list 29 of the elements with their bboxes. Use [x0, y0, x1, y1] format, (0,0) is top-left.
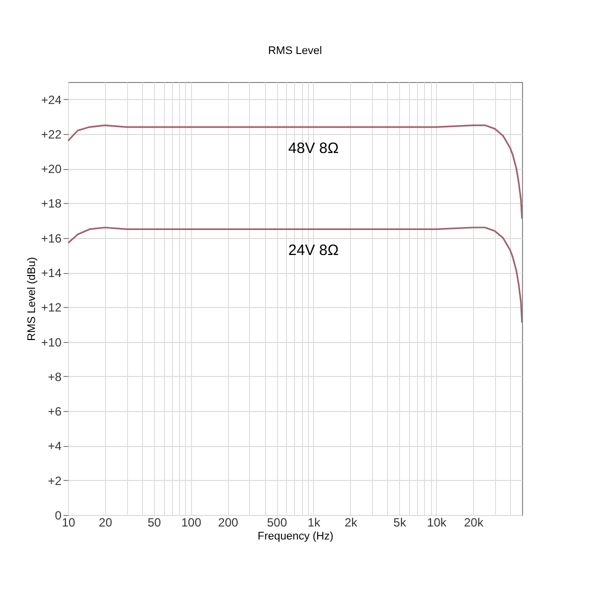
x-tick-label: 100: [181, 516, 202, 530]
x-tick-label: 20k: [464, 516, 484, 530]
x-tick-label: 2k: [344, 516, 358, 530]
y-tick-label: +14: [41, 266, 62, 280]
x-tick-label: 10k: [427, 516, 448, 530]
y-tick-label: +22: [41, 127, 62, 142]
y-tick-label: +12: [41, 300, 62, 315]
x-axis-title: Frequency (Hz): [258, 530, 334, 542]
y-tick-label: +20: [41, 162, 62, 176]
y-tick-label: +16: [41, 231, 62, 246]
x-tick-label: 10: [62, 516, 76, 530]
y-tick-label: +2: [48, 474, 62, 488]
y-tick-label: +18: [41, 196, 62, 211]
y-tick-label: 0: [54, 508, 62, 522]
x-tick-label: 1k: [308, 516, 322, 530]
x-tick-label: 500: [267, 516, 288, 530]
series-label: 24V 8Ω: [288, 242, 339, 260]
x-tick-label: 20: [98, 516, 112, 530]
y-axis-title: RMS Level (dBu): [26, 257, 38, 341]
chart-title: RMS Level: [268, 45, 322, 57]
y-tick-label: +10: [41, 335, 62, 350]
x-tick-label: 200: [218, 516, 239, 530]
x-tick-label: 5k: [393, 516, 408, 530]
x-tick-label: 50: [148, 516, 162, 530]
series-label: 48V 8Ω: [288, 140, 339, 158]
y-tick-label: +24: [41, 92, 62, 107]
y-tick-label: +4: [48, 439, 62, 454]
y-tick-label: +6: [48, 404, 62, 419]
y-tick-label: +8: [48, 370, 62, 384]
